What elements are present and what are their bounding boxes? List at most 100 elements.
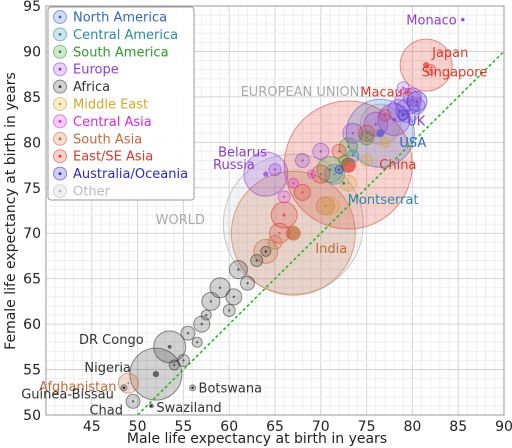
country-bubble-center	[255, 259, 258, 262]
y-axis-label: Female life expectancy at birth in years	[3, 72, 19, 350]
y-tick-label: 85	[23, 90, 41, 106]
annotation-layer: Monaco Macau Japan Singapore UK USA China Belar…	[21, 14, 487, 419]
country-bubble-center	[152, 370, 160, 378]
legend-label: Other	[73, 185, 111, 200]
legend-swatch-center	[58, 15, 62, 19]
country-bubble-center	[264, 250, 268, 253]
country-bubble-center	[131, 400, 135, 403]
y-tick-label: 50	[23, 408, 41, 424]
country-bubble-center	[392, 117, 396, 122]
x-tick-label: 55	[174, 419, 192, 435]
y-tick-label: 65	[23, 272, 41, 288]
country-bubble-center	[374, 122, 378, 126]
legend-swatch-center	[58, 189, 62, 193]
legend-label: South Asia	[73, 132, 142, 147]
aggregate-label: EUROPEAN UNION	[241, 85, 360, 100]
country-bubble-center	[182, 359, 185, 362]
country-bubble-center	[324, 204, 327, 208]
country-label: Macau	[360, 85, 403, 100]
y-tick-label: 55	[23, 363, 41, 379]
country-bubble-center	[351, 132, 355, 135]
country-bubble-center	[246, 282, 249, 285]
country-bubble-center	[342, 181, 346, 185]
country-bubble-center	[278, 232, 281, 235]
x-tick-label: 50	[129, 419, 147, 435]
x-tick-label: 90	[495, 419, 512, 435]
country-bubble-center	[282, 213, 286, 217]
country-bubble-center	[402, 113, 405, 117]
country-bubble-center	[228, 309, 231, 312]
country-label: Nigeria	[84, 361, 131, 376]
country-label: Japan	[431, 46, 468, 61]
country-bubble-center	[273, 168, 277, 171]
x-tick-label: 75	[358, 419, 376, 435]
country-bubble-center	[127, 381, 130, 385]
bubble-layer	[117, 17, 465, 409]
country-bubble-center	[328, 204, 332, 208]
country-bubble-center	[351, 154, 355, 158]
country-label: Russia	[213, 158, 255, 173]
legend-swatch-center	[58, 137, 62, 141]
x-tick-label: 60	[220, 419, 238, 435]
country-bubble-center	[167, 344, 172, 349]
country-bubble-center	[397, 109, 400, 112]
country-bubble-center	[273, 241, 277, 244]
legend-label: Middle East	[73, 98, 148, 113]
x-tick-label: 45	[83, 419, 101, 435]
country-bubble-center	[195, 341, 199, 344]
country-bubble-center	[383, 113, 387, 117]
country-label: Swaziland	[156, 401, 221, 416]
country-label: USA	[399, 136, 426, 151]
country-bubble-center	[282, 195, 286, 199]
y-tick-label: 80	[23, 135, 41, 151]
legend-swatch-center	[58, 120, 62, 123]
country-bubble-center	[461, 18, 465, 21]
legend-label: Africa	[73, 80, 110, 95]
legend-swatch-center	[58, 50, 62, 54]
country-bubble-center	[200, 322, 203, 326]
country-bubble-center	[383, 141, 387, 144]
legend-box	[47, 6, 195, 201]
country-bubble-center	[237, 268, 240, 271]
legend-swatch-center	[58, 33, 62, 36]
legend-label: North America	[73, 11, 167, 26]
x-tick-label: 85	[449, 419, 467, 435]
country-bubble-center	[337, 168, 341, 171]
country-bubble-center	[415, 104, 419, 108]
country-bubble-center	[285, 225, 301, 241]
y-tick-labels: 50 55 60 65 70 75 80 85 90 95	[23, 0, 41, 424]
country-bubble-center	[292, 182, 295, 185]
country-bubble-center	[263, 171, 269, 177]
y-tick-label: 95	[23, 0, 41, 15]
country-label: China	[379, 158, 416, 173]
country-bubble-center	[218, 286, 222, 289]
country-bubble-center	[365, 132, 368, 135]
country-bubble-center	[150, 404, 153, 408]
x-axis-label: Male life expectancy at birth in years	[127, 431, 387, 447]
country-bubble-center	[319, 150, 322, 153]
country-label: India	[315, 242, 347, 257]
country-bubble-center	[402, 86, 405, 90]
plot-frame	[45, 5, 505, 416]
equality-reference-line	[137, 50, 504, 415]
y-tick-label: 90	[23, 44, 41, 60]
legend-label: Australia/Oceania	[73, 167, 188, 182]
country-bubble-center	[205, 313, 208, 317]
legend-swatch-center	[58, 85, 62, 88]
country-bubble-center	[365, 159, 368, 162]
country-bubble-center	[429, 68, 432, 71]
legend-swatch-center	[58, 67, 62, 71]
country-bubble-center	[173, 363, 176, 367]
country-label: Guinea-Bissau	[21, 388, 114, 403]
aggregate-label: WORLD	[156, 213, 205, 228]
country-bubble-center	[347, 145, 350, 149]
legend-label: East/SE Asia	[73, 150, 153, 165]
country-bubble-center	[347, 182, 350, 185]
country-label: Singapore	[422, 66, 488, 81]
country-label: Belarus	[218, 146, 267, 161]
x-tick-labels: 45 50 55 60 65 70 75 80 85 90	[83, 419, 512, 435]
country-bubble-center	[423, 61, 430, 69]
country-label: Afghanistan	[39, 380, 116, 395]
country-bubble-center	[342, 159, 345, 162]
country-bubble-center	[122, 386, 126, 390]
